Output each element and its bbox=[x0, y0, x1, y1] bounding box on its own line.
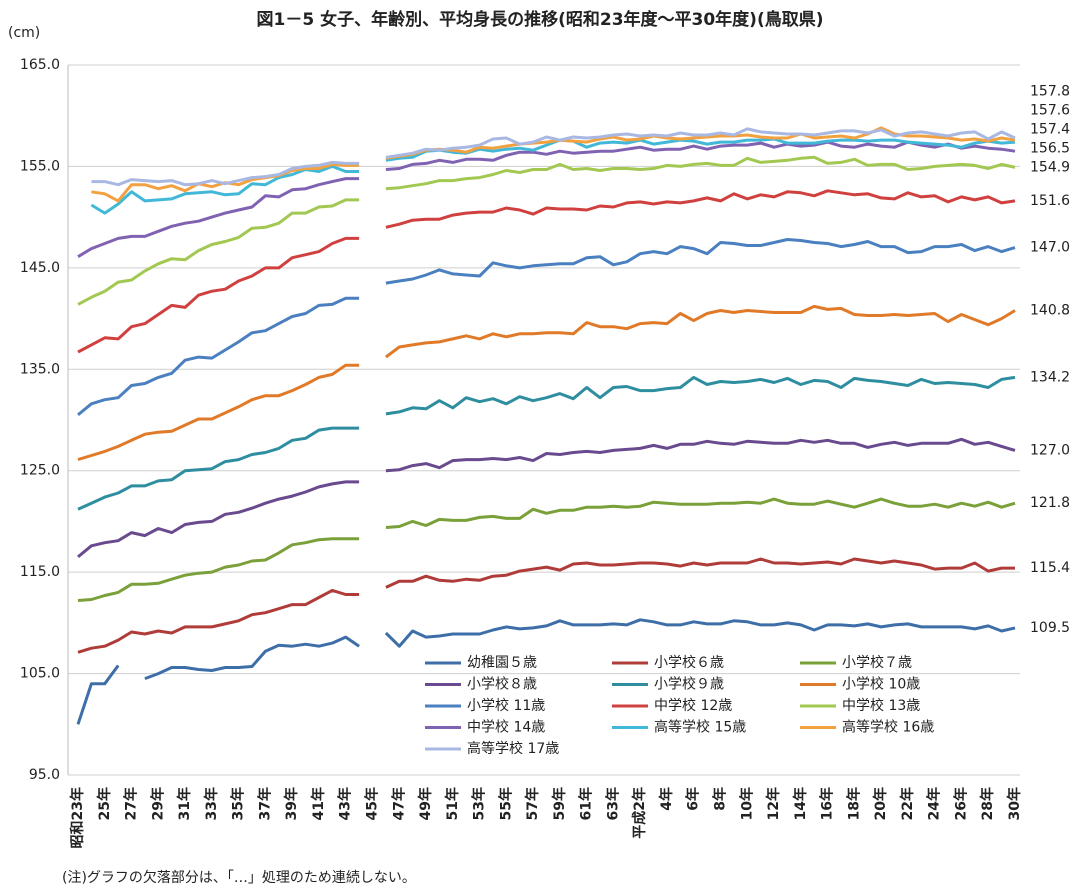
series-line bbox=[77, 375, 1016, 511]
legend-label: 高等学校 17歳 bbox=[467, 740, 559, 757]
legend-label: 小学校７歳 bbox=[842, 654, 912, 671]
x-tick-label: 29年 bbox=[149, 787, 166, 820]
series-line bbox=[77, 238, 1016, 417]
series-line bbox=[77, 557, 1015, 654]
chart-title: 図1－5 女子、年齢別、平均身長の推移(昭和23年度～平30年度)(鳥取県) bbox=[257, 9, 824, 30]
x-tick-label: 49年 bbox=[417, 787, 434, 820]
legend-label: 中学校 14歳 bbox=[467, 719, 545, 736]
legend-label: 小学校 10歳 bbox=[842, 676, 920, 693]
legend-label: 小学校６歳 bbox=[654, 654, 724, 671]
x-tick-label: 14年 bbox=[792, 787, 809, 820]
x-tick-label: 昭和23年 bbox=[69, 787, 86, 848]
end-value-label: 157.4 bbox=[1030, 121, 1070, 137]
x-tick-label: 53年 bbox=[471, 787, 488, 820]
legend-label: 小学校８歳 bbox=[467, 676, 537, 693]
x-tick-label: 12年 bbox=[765, 787, 782, 820]
unit-label: (cm) bbox=[8, 25, 40, 41]
y-tick-label: 125.0 bbox=[20, 463, 60, 479]
series-line bbox=[77, 140, 1016, 258]
x-tick-label: 43年 bbox=[337, 787, 354, 820]
x-tick-label: 平成2年 bbox=[631, 787, 648, 839]
legend-label: 中学校 12歳 bbox=[654, 697, 732, 714]
end-value-label: 156.5 bbox=[1030, 140, 1070, 156]
x-tick-label: 30年 bbox=[1006, 787, 1023, 820]
x-tick-label: 57年 bbox=[524, 787, 541, 820]
y-tick-label: 165.0 bbox=[20, 57, 60, 73]
end-value-label: 157.8 bbox=[1030, 83, 1070, 99]
legend-label: 高等学校 15歳 bbox=[654, 719, 746, 736]
x-tick-label: 55年 bbox=[497, 787, 514, 820]
y-tick-label: 95.0 bbox=[29, 767, 60, 783]
x-tick-label: 35年 bbox=[230, 787, 247, 820]
x-tick-label: 26年 bbox=[952, 787, 969, 820]
series-line bbox=[91, 127, 1016, 187]
end-value-label: 157.6 bbox=[1030, 102, 1070, 118]
x-tick-label: 27年 bbox=[123, 787, 140, 820]
end-value-label: 154.9 bbox=[1030, 159, 1070, 175]
x-tick-label: 24年 bbox=[926, 787, 943, 820]
end-value-label: 121.8 bbox=[1030, 495, 1070, 511]
x-tick-label: 25年 bbox=[96, 787, 113, 820]
x-tick-label: 4年 bbox=[658, 787, 675, 811]
end-value-label: 109.5 bbox=[1030, 620, 1070, 636]
legend-label: 小学校 11歳 bbox=[467, 697, 545, 714]
series-line bbox=[77, 437, 1016, 559]
x-tick-label: 8年 bbox=[712, 787, 729, 811]
x-tick-label: 16年 bbox=[819, 787, 836, 820]
series-line bbox=[77, 304, 1016, 462]
x-tick-label: 47年 bbox=[390, 787, 407, 820]
x-tick-label: 18年 bbox=[845, 787, 862, 820]
x-tick-label: 22年 bbox=[899, 787, 916, 820]
x-tick-label: 41年 bbox=[310, 787, 327, 820]
series-line bbox=[77, 497, 1016, 602]
x-tick-label: 20年 bbox=[872, 787, 889, 820]
y-tick-label: 105.0 bbox=[20, 666, 60, 682]
x-tick-label: 63年 bbox=[604, 787, 621, 820]
x-tick-label: 6年 bbox=[685, 787, 702, 811]
legend-label: 高等学校 16歳 bbox=[842, 719, 934, 736]
x-tick-label: 33年 bbox=[203, 787, 220, 820]
x-tick-label: 59年 bbox=[551, 787, 568, 820]
end-value-label: 134.2 bbox=[1030, 369, 1070, 385]
series-line bbox=[76, 618, 1016, 725]
y-tick-label: 135.0 bbox=[20, 361, 60, 377]
legend-label: 中学校 13歳 bbox=[842, 697, 920, 714]
x-tick-label: 10年 bbox=[738, 787, 755, 820]
x-tick-label: 37年 bbox=[256, 787, 273, 820]
x-tick-label: 61年 bbox=[578, 787, 595, 820]
series-line bbox=[90, 137, 1016, 215]
legend-label: 幼稚園５歳 bbox=[467, 655, 537, 671]
series-line bbox=[77, 155, 1016, 306]
x-tick-label: 28年 bbox=[979, 787, 996, 820]
end-value-label: 147.0 bbox=[1030, 240, 1070, 256]
end-value-label: 151.6 bbox=[1030, 193, 1070, 209]
end-value-label: 115.4 bbox=[1030, 560, 1070, 576]
series-line bbox=[77, 189, 1016, 354]
y-tick-label: 155.0 bbox=[20, 158, 60, 174]
footnote: (注)グラフの欠落部分は、「…」処理のため連続しない。 bbox=[62, 869, 416, 886]
end-value-label: 140.8 bbox=[1030, 302, 1070, 318]
y-tick-label: 145.0 bbox=[20, 260, 60, 276]
legend-label: 小学校９歳 bbox=[654, 676, 724, 693]
end-value-label: 127.0 bbox=[1030, 442, 1070, 458]
x-tick-label: 31年 bbox=[176, 787, 193, 820]
y-tick-label: 115.0 bbox=[20, 564, 60, 580]
x-tick-label: 45年 bbox=[363, 787, 380, 820]
x-tick-label: 39年 bbox=[283, 787, 300, 820]
x-tick-label: 51年 bbox=[444, 787, 461, 820]
